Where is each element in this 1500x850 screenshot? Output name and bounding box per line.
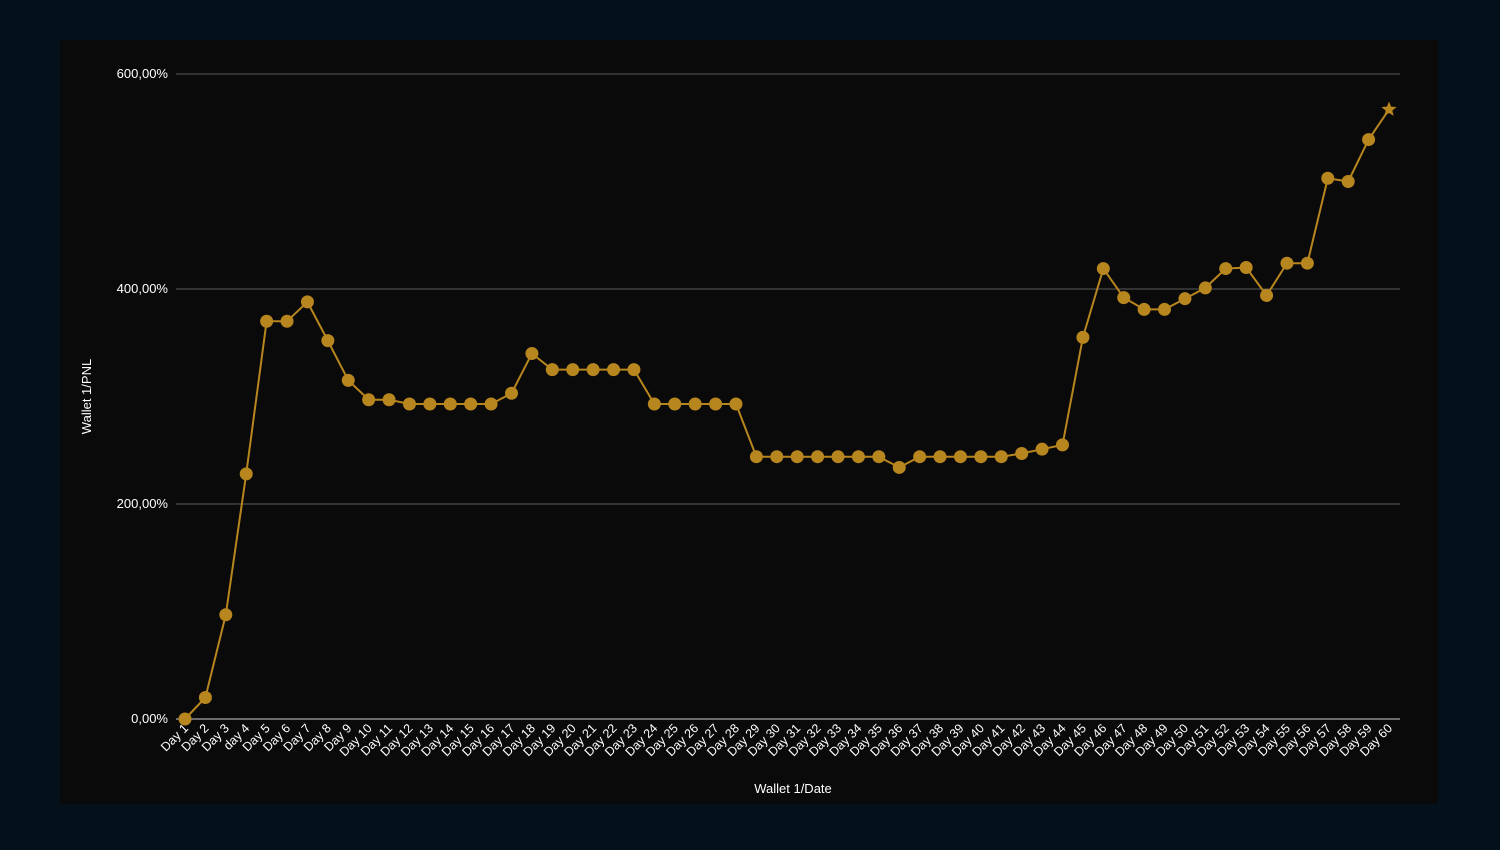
data-point	[219, 608, 233, 622]
y-tick-label: 400,00%	[117, 281, 169, 296]
data-point	[974, 450, 988, 464]
data-point	[443, 397, 457, 411]
data-point	[811, 450, 825, 464]
data-point	[1198, 281, 1212, 295]
data-point	[239, 467, 253, 481]
data-point	[260, 314, 274, 328]
data-point	[178, 712, 192, 726]
data-point	[423, 397, 437, 411]
data-point	[484, 397, 498, 411]
data-point	[1178, 292, 1192, 306]
data-point	[402, 397, 416, 411]
data-point	[831, 450, 845, 464]
data-point	[709, 397, 723, 411]
y-axis-title: Wallet 1/PNL	[79, 359, 94, 434]
data-point	[321, 334, 335, 348]
data-point	[749, 450, 763, 464]
data-point	[1137, 302, 1151, 316]
data-points	[178, 101, 1397, 726]
data-point	[566, 363, 580, 377]
data-point	[545, 363, 559, 377]
data-point	[1076, 330, 1090, 344]
data-point	[1362, 133, 1376, 147]
data-point	[1300, 256, 1314, 270]
data-point	[586, 363, 600, 377]
series-line	[184, 108, 1390, 720]
data-point	[1096, 262, 1110, 276]
data-point	[1055, 438, 1069, 452]
data-point	[647, 397, 661, 411]
data-point-star	[1381, 101, 1397, 116]
data-point	[1280, 256, 1294, 270]
data-point	[770, 450, 784, 464]
data-point	[1341, 175, 1355, 188]
data-point	[1321, 171, 1335, 185]
y-tick-label: 600,00%	[117, 66, 169, 81]
data-point	[994, 450, 1008, 464]
data-point	[729, 397, 743, 411]
data-point	[1158, 302, 1172, 316]
data-point	[362, 393, 376, 407]
data-point	[464, 397, 478, 411]
y-tick-label: 0,00%	[131, 711, 168, 726]
data-point	[953, 450, 967, 464]
data-point	[892, 460, 906, 474]
grid-lines	[176, 73, 1400, 720]
y-axis-ticks: 0,00% 200,00% 400,00% 600,00%	[117, 66, 169, 726]
data-point	[198, 691, 212, 704]
data-point	[627, 363, 641, 377]
data-point	[280, 314, 294, 328]
data-point	[688, 397, 702, 411]
data-point	[1117, 291, 1131, 305]
data-point	[1219, 262, 1233, 276]
y-tick-label: 200,00%	[117, 496, 169, 511]
data-point	[341, 373, 355, 387]
data-point	[790, 450, 804, 464]
data-point	[525, 347, 539, 360]
x-axis-title: Wallet 1/Date	[754, 781, 832, 796]
data-point	[1035, 442, 1049, 456]
data-point	[913, 450, 927, 464]
data-point	[851, 450, 865, 464]
data-point	[505, 386, 519, 400]
data-point	[382, 393, 396, 407]
data-point	[668, 397, 682, 411]
data-point	[1015, 446, 1029, 460]
data-point	[1239, 261, 1253, 274]
data-point	[607, 363, 621, 377]
data-point	[300, 295, 314, 309]
chart-panel: 0,00% 200,00% 400,00% 600,00% Day 1 Day 2 Day…	[60, 40, 1438, 804]
data-point	[933, 450, 947, 464]
data-point	[872, 450, 886, 464]
data-point	[1260, 288, 1274, 302]
